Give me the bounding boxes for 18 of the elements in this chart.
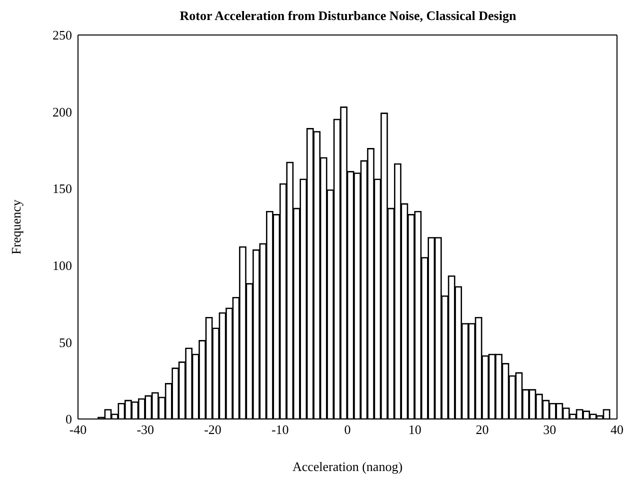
x-tick-label: -20 <box>204 422 222 438</box>
y-tick-label: 100 <box>52 258 72 274</box>
x-tick-label: -30 <box>136 422 154 438</box>
y-tick-label: 0 <box>66 412 72 427</box>
y-tick-label: 250 <box>52 28 72 43</box>
chart-title: Rotor Acceleration from Disturbance Noise, Classical Design <box>178 8 518 24</box>
x-axis-title: Acceleration (nanog) <box>292 459 403 474</box>
x-tick-label: -10 <box>271 422 289 438</box>
y-tick-label: 200 <box>52 104 72 120</box>
y-axis-title: Frequency <box>8 199 24 254</box>
y-tick-label: 150 <box>52 181 72 196</box>
x-tick-label: -40 <box>69 422 87 438</box>
x-tick-label: 30 <box>543 422 556 438</box>
x-tick-label: 40 <box>610 422 624 438</box>
y-tick-label: 50 <box>59 334 72 350</box>
x-tick-label: 10 <box>408 422 422 438</box>
x-tick-label: 20 <box>476 422 489 438</box>
x-tick-label: 0 <box>344 422 351 438</box>
